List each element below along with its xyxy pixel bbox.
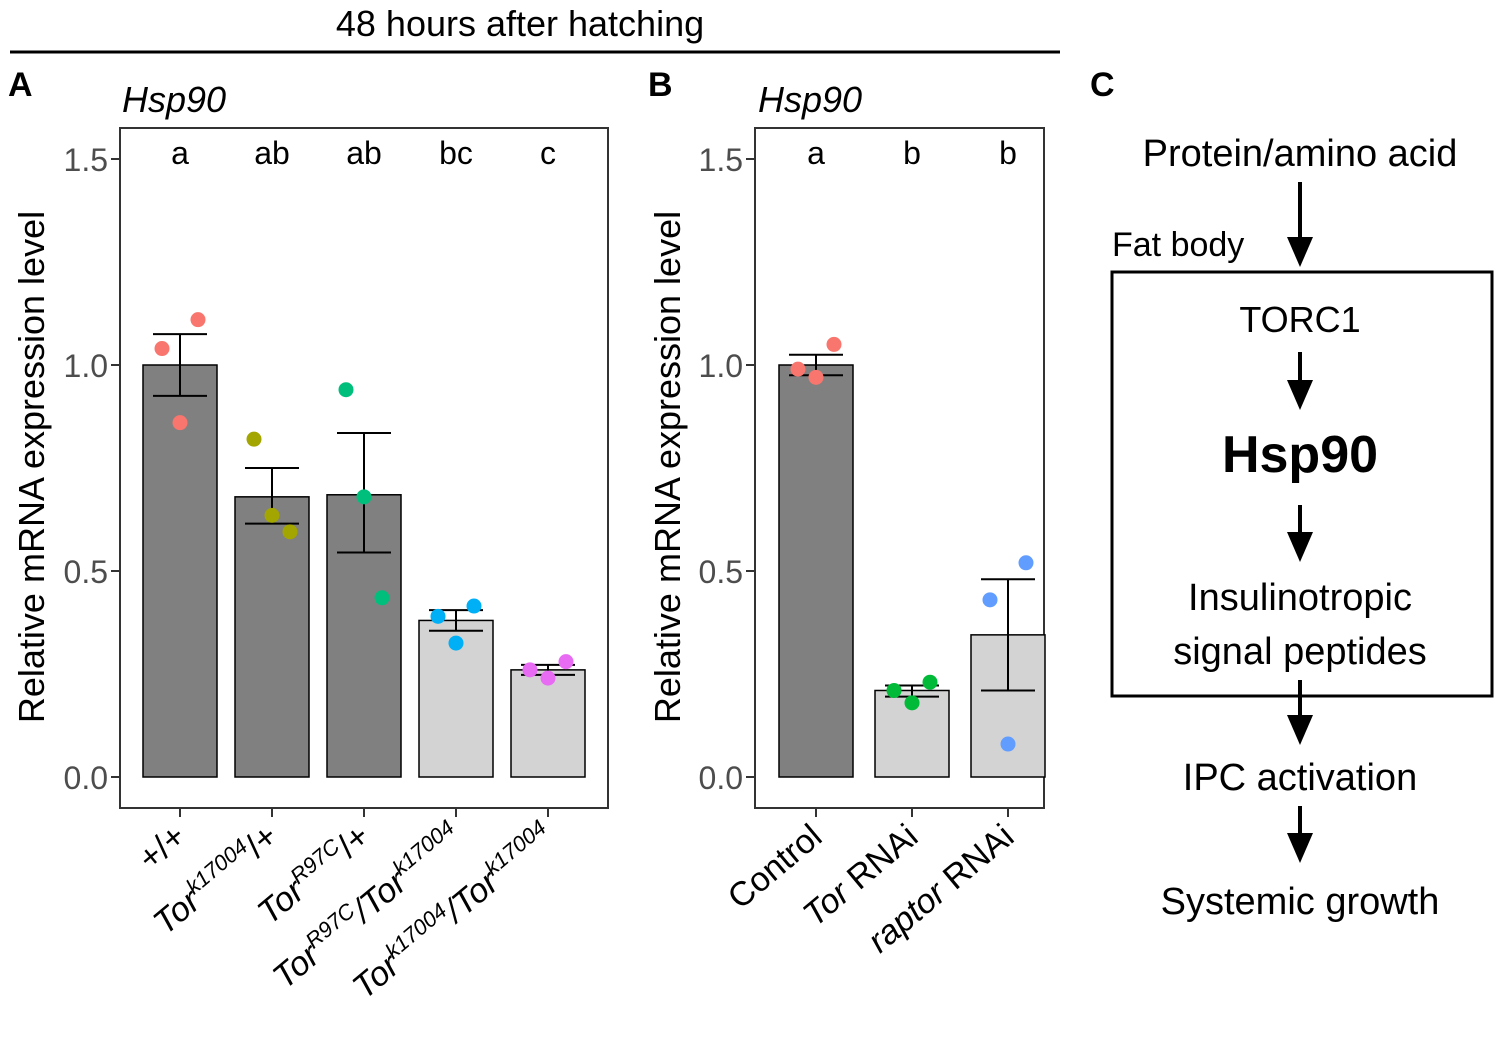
significance-label: ab — [346, 135, 382, 171]
diagram-top: Protein/amino acid — [1143, 133, 1458, 175]
x-tick-label: +/+ — [131, 817, 193, 878]
diagram-growth: Systemic growth — [1161, 881, 1440, 923]
significance-label: bc — [439, 135, 473, 171]
diagram-fat-body: Fat body — [1112, 226, 1244, 264]
significance-label: a — [807, 135, 825, 171]
arrow-5 — [1287, 806, 1313, 863]
significance-label: c — [540, 135, 556, 171]
data-point — [246, 431, 262, 447]
data-point — [282, 524, 298, 540]
y-tick-label: 1.0 — [699, 348, 743, 384]
panel-label-a: A — [8, 66, 33, 104]
panel-label-c: C — [1090, 66, 1115, 104]
y-tick-label: 0.5 — [64, 554, 108, 590]
arrow-4 — [1287, 680, 1313, 745]
plot-frame — [754, 127, 1045, 809]
chart-a-plot: 0.00.51.01.5 a+/+abTork17004​/+abTorR97C​… — [64, 127, 609, 1007]
bar — [234, 496, 310, 778]
data-point — [190, 312, 206, 328]
significance-label: a — [171, 135, 189, 171]
data-point — [982, 592, 998, 608]
chart-b-ylabel: Relative mRNA expression level — [647, 211, 688, 723]
bar — [778, 364, 854, 778]
data-point — [264, 507, 280, 523]
data-point — [154, 341, 170, 357]
data-point — [790, 361, 806, 377]
diagram-ipc: IPC activation — [1183, 757, 1417, 799]
arrow-3 — [1287, 505, 1313, 562]
y-tick-label: 0.0 — [64, 760, 108, 796]
arrow-2 — [1287, 352, 1313, 410]
data-point — [1000, 736, 1016, 752]
data-point — [522, 662, 538, 678]
y-tick-label: 0.5 — [699, 554, 743, 590]
chart-a-ylabel: Relative mRNA expression level — [11, 211, 52, 723]
y-tick-label: 1.5 — [64, 142, 108, 178]
diagram-hsp90: Hsp90 — [1222, 426, 1378, 484]
data-point — [922, 674, 938, 690]
significance-label: b — [999, 135, 1017, 171]
chart-b: Hsp90 Relative mRNA expression level 0.0… — [647, 79, 1046, 960]
chart-b-title: Hsp90 — [758, 79, 862, 120]
y-tick-label: 1.5 — [699, 142, 743, 178]
chart-a-title: Hsp90 — [122, 79, 226, 120]
data-point — [808, 369, 824, 385]
data-point — [448, 635, 464, 651]
pathway-diagram: Protein/amino acid Fat body TORC1 Hsp90 … — [1110, 133, 1494, 923]
diagram-torc1: TORC1 — [1239, 299, 1360, 340]
data-point — [374, 590, 390, 606]
data-point — [466, 598, 482, 614]
significance-label: ab — [254, 135, 290, 171]
data-point — [356, 489, 372, 505]
panel-label-b: B — [648, 66, 673, 104]
y-tick-label: 1.0 — [64, 348, 108, 384]
chart-a: Hsp90 Relative mRNA expression level 0.0… — [11, 79, 609, 1007]
data-point — [558, 654, 574, 670]
data-point — [430, 608, 446, 624]
data-point — [338, 382, 354, 398]
bar — [510, 669, 586, 778]
significance-label: b — [903, 135, 921, 171]
diagram-peptides-line1: Insulinotropic — [1188, 577, 1412, 619]
data-point — [1018, 555, 1034, 571]
data-point — [172, 415, 188, 431]
data-point — [886, 682, 902, 698]
data-point — [904, 695, 920, 711]
data-point — [826, 336, 842, 352]
header-title: 48 hours after hatching — [336, 3, 704, 44]
data-point — [540, 670, 556, 686]
arrow-1 — [1287, 182, 1313, 267]
y-tick-label: 0.0 — [699, 760, 743, 796]
diagram-peptides-line2: signal peptides — [1173, 631, 1427, 673]
